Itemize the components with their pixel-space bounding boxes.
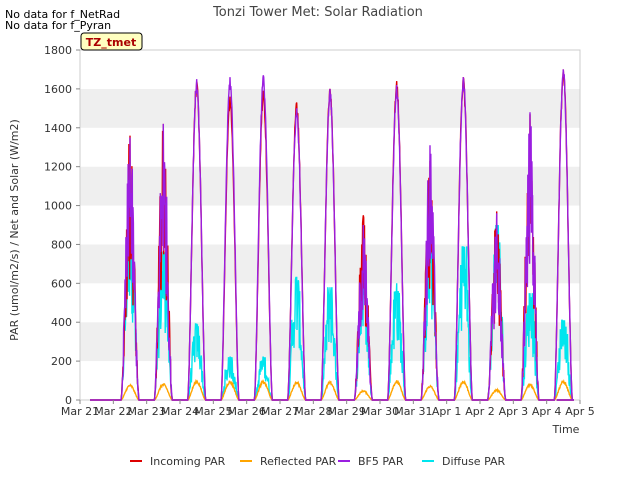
x-tick-label: Apr 4 (532, 405, 562, 418)
x-tick-label: Mar 30 (361, 405, 399, 418)
legend-label: Reflected PAR (260, 455, 337, 468)
grid-band (80, 50, 580, 89)
tz-tag-box (80, 32, 143, 51)
y-tick-label: 200 (51, 355, 72, 368)
grid-band (80, 244, 580, 284)
y-axis-label: PAR (umol/m2/s) / Net and Solar (W/m2) (8, 119, 21, 341)
legend-label: Diffuse PAR (442, 455, 506, 468)
grid-band (80, 322, 580, 362)
no-data-note-pyran: No data for f_Pyran (5, 19, 111, 32)
plot-frame (79, 49, 581, 401)
y-tick-label: 0 (65, 394, 72, 407)
y-tick-label: 1200 (44, 161, 72, 174)
x-tick-label: Apr 5 (565, 405, 595, 418)
x-tick-label: Mar 29 (328, 405, 366, 418)
x-tick-label: Mar 23 (128, 405, 166, 418)
grid-bands (80, 50, 580, 400)
x-tick-label: Mar 27 (261, 405, 299, 418)
no-data-note-netrad: No data for f_NetRad (5, 8, 120, 21)
y-tick-label: 1600 (44, 83, 72, 96)
y-tick-label: 400 (51, 316, 72, 329)
x-tick-label: Mar 24 (161, 405, 199, 418)
legend-item: Reflected PAR (240, 455, 337, 468)
x-tick-label: Mar 25 (194, 405, 232, 418)
y-axis: 0 200 400 600 800 1000 1200 1400 1600 1800 (44, 44, 80, 407)
x-tick-label: Apr 3 (499, 405, 529, 418)
x-tick-label: Mar 21 (61, 405, 99, 418)
x-tick-label: Apr 1 (432, 405, 462, 418)
tz-tag-label: TZ_tmet (86, 36, 136, 49)
y-tick-label: 1800 (44, 44, 72, 57)
y-tick-label: 800 (51, 238, 72, 251)
legend-label: Incoming PAR (150, 455, 226, 468)
legend-item: Diffuse PAR (422, 455, 506, 468)
y-tick-label: 1000 (44, 200, 72, 213)
x-tick-label: Apr 2 (465, 405, 495, 418)
x-tick-label: Mar 28 (294, 405, 332, 418)
legend: Incoming PAR Reflected PAR BF5 PAR Diffuse … (130, 455, 506, 468)
grid-band (80, 127, 580, 167)
y-tick-label: 1400 (44, 122, 72, 135)
grid-band (80, 205, 580, 245)
y-tick-label: 600 (51, 277, 72, 290)
legend-item: Incoming PAR (130, 455, 226, 468)
legend-label: BF5 PAR (358, 455, 404, 468)
x-axis-label: Time (552, 423, 580, 436)
x-tick-label: Mar 26 (228, 405, 266, 418)
legend-item: BF5 PAR (338, 455, 404, 468)
chart-title: Tonzi Tower Met: Solar Radiation (212, 5, 423, 20)
x-tick-label: Mar 31 (394, 405, 432, 418)
grid-band (80, 166, 580, 206)
x-tick-label: Mar 22 (94, 405, 132, 418)
